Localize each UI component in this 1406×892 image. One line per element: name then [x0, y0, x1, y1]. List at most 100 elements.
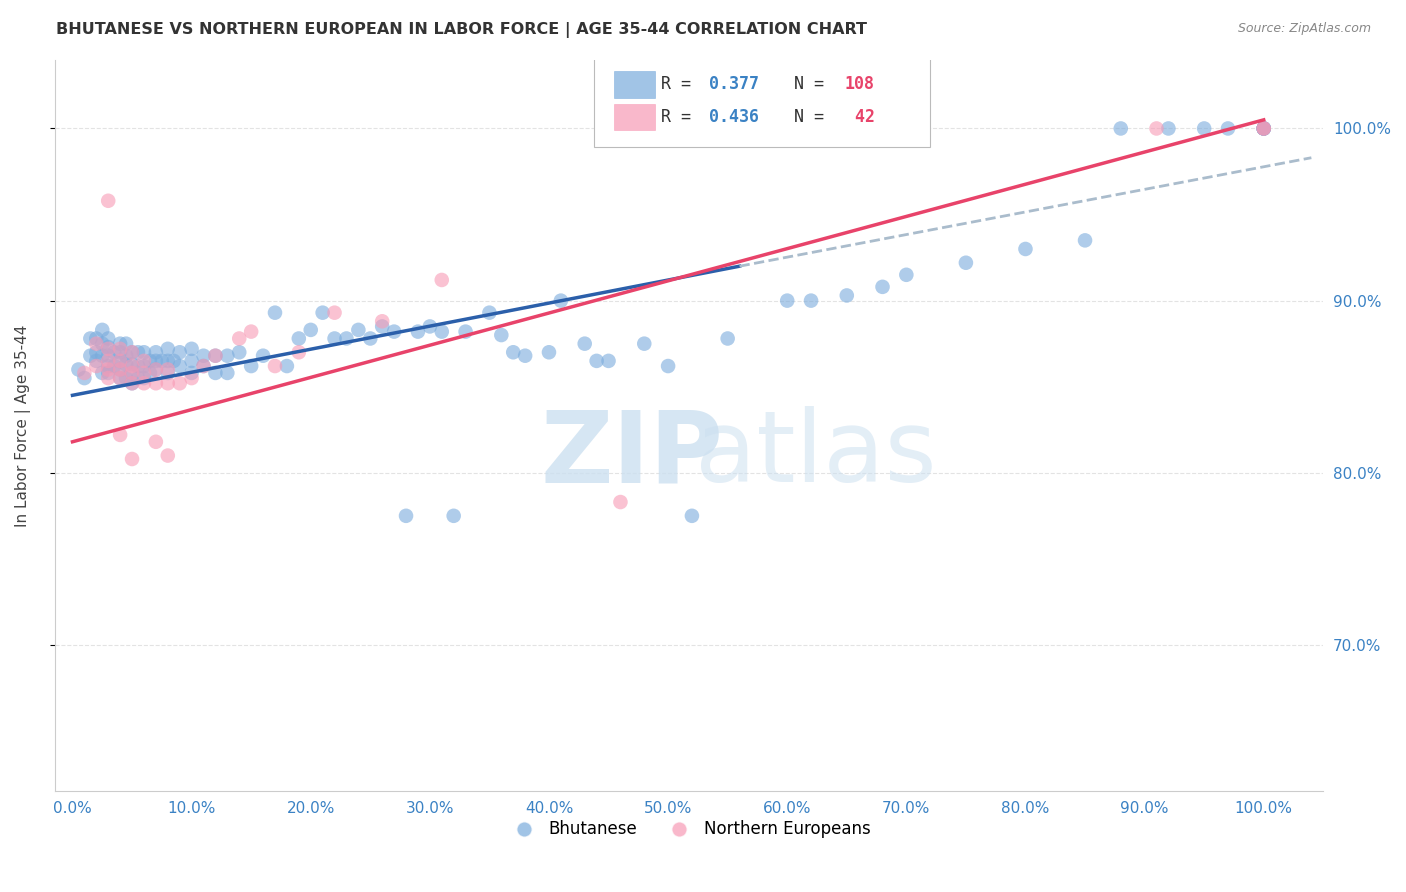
Point — [97, 194, 120, 208]
Point — [1253, 121, 1275, 136]
Text: ZIP: ZIP — [540, 406, 723, 503]
Point — [97, 342, 120, 356]
Point — [127, 359, 149, 373]
Point — [1253, 121, 1275, 136]
Point — [115, 371, 138, 385]
Legend: Bhutanese, Northern Europeans: Bhutanese, Northern Europeans — [501, 814, 877, 845]
Point — [800, 293, 823, 308]
FancyBboxPatch shape — [614, 71, 655, 97]
Point — [204, 366, 226, 380]
Point — [955, 256, 977, 270]
Text: 42: 42 — [845, 108, 875, 126]
Point — [1253, 121, 1275, 136]
Point — [121, 366, 143, 380]
Point — [145, 434, 167, 449]
Point — [121, 345, 143, 359]
Point — [193, 349, 215, 363]
Point — [835, 288, 858, 302]
Point — [97, 359, 120, 373]
Point — [228, 345, 250, 359]
Point — [1157, 121, 1180, 136]
Y-axis label: In Labor Force | Age 35-44: In Labor Force | Age 35-44 — [15, 325, 31, 526]
Point — [193, 359, 215, 373]
Point — [872, 280, 894, 294]
Point — [180, 371, 202, 385]
Point — [145, 362, 167, 376]
Point — [97, 349, 120, 363]
Point — [156, 376, 179, 391]
Point — [1253, 121, 1275, 136]
Point — [121, 452, 143, 467]
Point — [299, 323, 322, 337]
Point — [145, 354, 167, 368]
Point — [97, 331, 120, 345]
Point — [84, 336, 107, 351]
Point — [311, 306, 333, 320]
Point — [1253, 121, 1275, 136]
Point — [156, 354, 179, 368]
Point — [217, 349, 239, 363]
Point — [121, 376, 143, 391]
Point — [97, 354, 120, 368]
Point — [371, 319, 394, 334]
Point — [228, 331, 250, 345]
Point — [73, 366, 96, 380]
Point — [108, 354, 131, 368]
Point — [240, 359, 263, 373]
Point — [163, 354, 186, 368]
FancyBboxPatch shape — [614, 103, 655, 130]
Point — [108, 345, 131, 359]
Point — [91, 366, 114, 380]
Point — [108, 428, 131, 442]
Point — [121, 357, 143, 371]
Point — [430, 325, 453, 339]
Point — [115, 336, 138, 351]
Point — [108, 362, 131, 376]
Point — [776, 293, 799, 308]
Point — [103, 345, 125, 359]
Point — [1074, 233, 1097, 247]
Point — [169, 345, 191, 359]
Point — [585, 354, 607, 368]
Point — [335, 331, 357, 345]
Point — [1192, 121, 1215, 136]
Text: Source: ZipAtlas.com: Source: ZipAtlas.com — [1237, 22, 1371, 36]
Point — [550, 293, 572, 308]
Point — [84, 331, 107, 345]
Text: BHUTANESE VS NORTHERN EUROPEAN IN LABOR FORCE | AGE 35-44 CORRELATION CHART: BHUTANESE VS NORTHERN EUROPEAN IN LABOR … — [56, 22, 868, 38]
Point — [84, 345, 107, 359]
Point — [217, 366, 239, 380]
Point — [121, 366, 143, 380]
Point — [139, 354, 162, 368]
Point — [609, 495, 631, 509]
Point — [108, 354, 131, 368]
Point — [139, 366, 162, 380]
Point — [156, 362, 179, 376]
Text: R =: R = — [661, 76, 702, 94]
Point — [127, 371, 149, 385]
Point — [180, 366, 202, 380]
Point — [115, 357, 138, 371]
Point — [132, 376, 155, 391]
Point — [121, 345, 143, 359]
Text: N =: N = — [794, 108, 834, 126]
Point — [79, 349, 101, 363]
Point — [97, 340, 120, 354]
Text: 0.436: 0.436 — [709, 108, 759, 126]
Text: R =: R = — [661, 108, 702, 126]
Point — [537, 345, 560, 359]
Point — [406, 325, 429, 339]
Point — [108, 342, 131, 356]
Point — [1014, 242, 1036, 256]
Text: 0.377: 0.377 — [709, 76, 759, 94]
Point — [371, 314, 394, 328]
Point — [156, 342, 179, 356]
Point — [145, 376, 167, 391]
Point — [156, 366, 179, 380]
Point — [67, 362, 90, 376]
Point — [502, 345, 524, 359]
Point — [443, 508, 465, 523]
Point — [91, 323, 114, 337]
Point — [145, 362, 167, 376]
Point — [288, 331, 311, 345]
